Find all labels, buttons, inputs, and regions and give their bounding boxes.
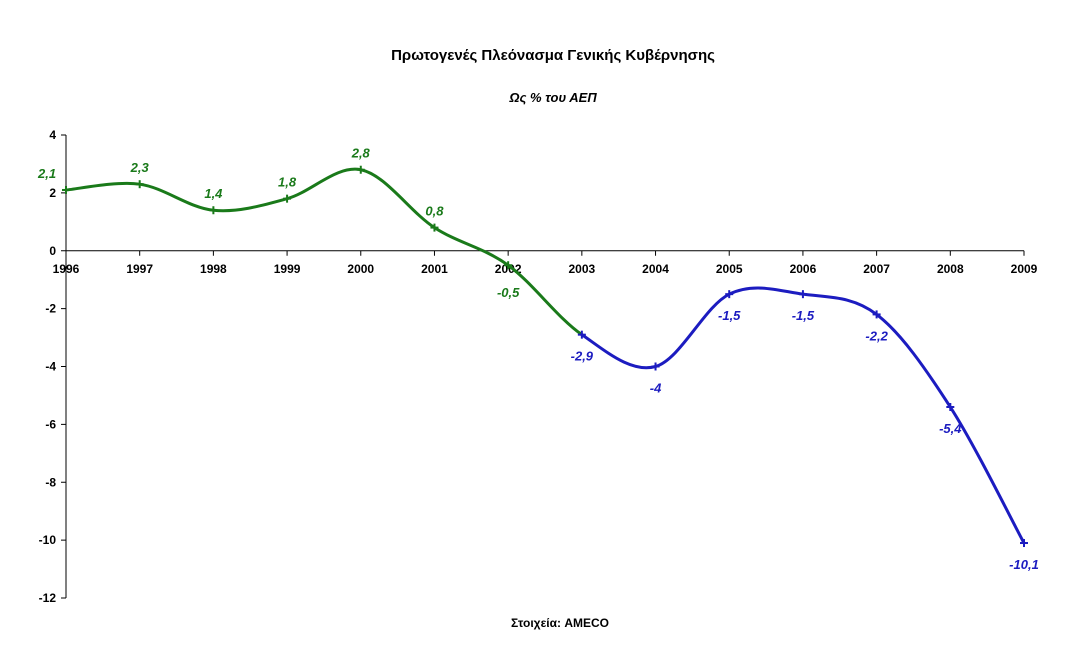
data-point (62, 185, 70, 194)
series-segment-1 (64, 167, 584, 337)
data-labels: 2,1 2,3 1,4 1,8 2,8 0,8 -0,5 -2,9 -4 -1,5 -1,5 -2,2… (37, 146, 1039, 572)
x-tick-label: 1997 (126, 262, 153, 276)
y-tick-label: 2 (49, 186, 56, 200)
axes: 4 2 0 -2 -4 -6 -8 -10 -12 1996 1997 1998 1999 2000 200… (39, 128, 1038, 605)
data-point (430, 223, 439, 232)
x-tick-label: 2007 (863, 262, 890, 276)
x-tick-label: 2004 (642, 262, 669, 276)
data-point (651, 362, 660, 371)
x-tick-label: 1998 (200, 262, 227, 276)
data-point (577, 330, 586, 339)
data-label: -5,4 (939, 421, 962, 436)
x-tick-label: 1999 (274, 262, 301, 276)
data-label: 1,8 (278, 175, 297, 190)
data-point (946, 403, 955, 412)
data-label: -1,5 (792, 308, 815, 323)
data-point (356, 165, 365, 174)
data-point (1020, 539, 1028, 548)
data-label: 2,3 (130, 160, 150, 175)
x-tick-label: 2009 (1011, 262, 1038, 276)
data-points (62, 165, 1028, 548)
data-point (135, 180, 144, 189)
data-label: -1,5 (718, 308, 741, 323)
data-label: 0,8 (425, 204, 444, 219)
x-tick-label: 2006 (790, 262, 817, 276)
data-label: -2,2 (865, 328, 888, 343)
y-tick-label: -2 (45, 302, 56, 316)
data-point (725, 290, 734, 299)
x-tick-label: 2003 (568, 262, 595, 276)
data-point (283, 194, 292, 203)
y-tick-label: -4 (45, 360, 56, 374)
chart-title: Πρωτογενές Πλεόνασμα Γενικής Κυβέρνησης (391, 47, 715, 64)
x-tick-label: 2008 (937, 262, 964, 276)
x-tick-label: 2000 (347, 262, 374, 276)
data-point (872, 310, 881, 319)
y-tick-label: 4 (49, 128, 56, 142)
data-label: -2,9 (571, 349, 594, 364)
y-tick-label: -8 (45, 475, 56, 489)
data-label: -0,5 (497, 285, 520, 300)
chart-source: Στοιχεία: AMECO (511, 616, 609, 630)
data-label: 2,8 (351, 146, 371, 161)
data-label: 1,4 (204, 186, 223, 201)
x-tick-label: 2005 (716, 262, 743, 276)
y-tick-label: -12 (39, 591, 57, 605)
data-label: 2,1 (37, 166, 56, 181)
y-tick-label: 0 (49, 244, 56, 258)
data-label: -10,1 (1009, 557, 1039, 572)
data-point (798, 290, 807, 299)
series-segment-2 (580, 286, 1026, 545)
series-line (64, 167, 1026, 545)
data-point (504, 261, 513, 270)
chart-subtitle: Ως % του ΑΕΠ (508, 90, 597, 105)
x-tick-label: 1996 (53, 262, 80, 276)
y-tick-label: -6 (45, 417, 56, 431)
data-label: -4 (650, 381, 662, 396)
y-tick-label: -10 (39, 533, 57, 547)
x-tick-label: 2001 (421, 262, 448, 276)
data-point (209, 206, 218, 215)
